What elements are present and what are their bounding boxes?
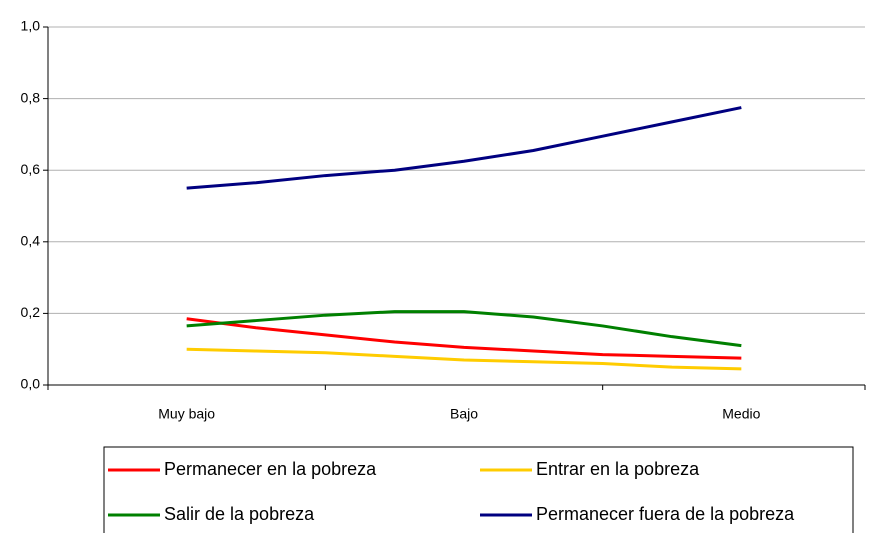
x-tick-label: Bajo	[450, 406, 478, 422]
y-tick-label: 0,8	[21, 89, 41, 105]
y-tick-label: 1,0	[21, 18, 41, 34]
series-line	[186, 106, 742, 190]
legend-label: Salir de la pobreza	[164, 504, 315, 524]
x-tick-label: Medio	[722, 406, 760, 422]
legend: Permanecer en la pobreza Entrar en la pob…	[108, 459, 795, 524]
legend-label: Permanecer fuera de la pobreza	[536, 504, 795, 524]
y-tick-label: 0,0	[21, 376, 41, 392]
legend-label: Permanecer en la pobreza	[164, 459, 377, 479]
y-tick-label: 0,6	[21, 161, 41, 177]
series-line	[186, 317, 742, 360]
y-tick-label: 0,4	[21, 233, 41, 249]
series-line	[186, 347, 742, 371]
x-tick-label: Muy bajo	[158, 406, 215, 422]
y-tick-label: 0,2	[21, 304, 41, 320]
series-line	[186, 310, 742, 348]
legend-box	[103, 446, 854, 533]
legend-label: Entrar en la pobreza	[536, 459, 700, 479]
